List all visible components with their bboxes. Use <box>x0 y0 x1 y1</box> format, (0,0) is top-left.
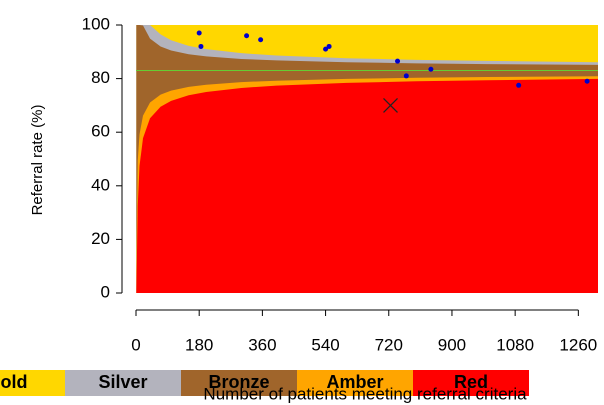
data-point <box>198 43 204 49</box>
x-tick-label: 180 <box>185 335 213 354</box>
data-point <box>516 82 522 88</box>
data-point <box>244 33 250 39</box>
data-point <box>326 43 332 49</box>
y-tick-label: 0 <box>101 282 110 301</box>
legend-label: Gold <box>0 372 28 392</box>
y-tick-label: 40 <box>91 175 110 194</box>
y-tick-label: 100 <box>82 14 110 33</box>
y-tick-label: 20 <box>91 229 110 248</box>
y-axis-label: Referral rate (%) <box>29 105 46 216</box>
x-axis-label: Number of patients meeting referral crit… <box>203 384 527 403</box>
legend-swatch <box>297 370 413 396</box>
legend-label: Silver <box>98 372 147 392</box>
x-tick-label: 720 <box>375 335 403 354</box>
x-tick-label: 540 <box>311 335 339 354</box>
band-area <box>136 78 598 293</box>
legend-swatch <box>65 370 181 396</box>
x-tick-label: 0 <box>131 335 140 354</box>
data-point <box>258 37 264 43</box>
x-tick-label: 360 <box>248 335 276 354</box>
x-tick-label: 1260 <box>559 335 597 354</box>
y-tick-label: 80 <box>91 68 110 87</box>
data-point <box>403 73 409 79</box>
highlight-marker <box>383 97 398 113</box>
legend-label: Bronze <box>208 372 269 392</box>
data-point <box>428 66 434 72</box>
legend-swatch <box>0 370 65 396</box>
x-tick-label: 1080 <box>496 335 534 354</box>
legend-label: Red <box>454 372 488 392</box>
data-point <box>323 46 329 52</box>
data-point <box>584 78 590 84</box>
y-tick-label: 60 <box>91 122 110 141</box>
legend-swatch <box>181 370 297 396</box>
legend-label: Amber <box>326 372 383 392</box>
legend-swatch <box>413 370 529 396</box>
x-tick-label: 900 <box>438 335 466 354</box>
data-point <box>196 30 202 36</box>
data-point <box>395 58 401 64</box>
